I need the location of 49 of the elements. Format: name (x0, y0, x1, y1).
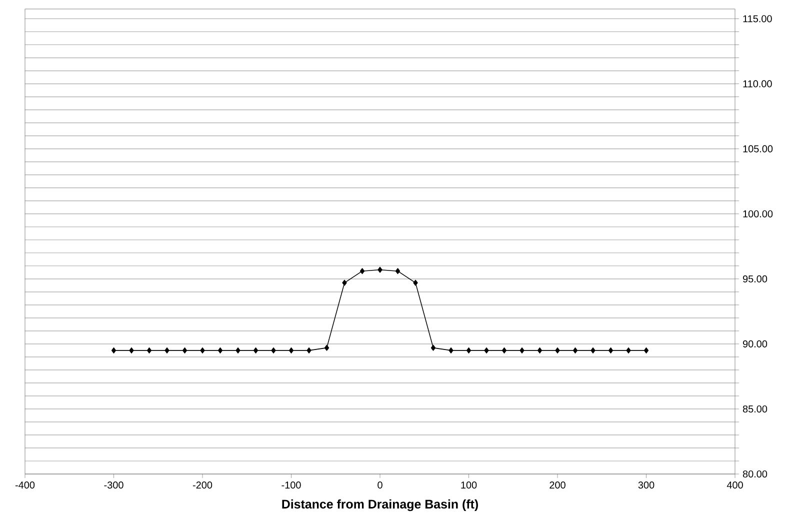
point (590, 347, 596, 354)
x-tick-label: 0 (378, 482, 382, 489)
point (164, 347, 170, 354)
point (360, 268, 365, 274)
x-tick-label: 400 (726, 482, 743, 489)
point (502, 347, 507, 354)
point (466, 347, 472, 354)
point (218, 347, 223, 354)
point (430, 344, 436, 351)
x-tick-label: 300 (638, 482, 654, 489)
y-tick-label: 90.00 (742, 340, 768, 348)
point (200, 347, 205, 354)
point (288, 347, 294, 354)
x-tick-label: 200 (550, 482, 566, 489)
point (572, 347, 578, 354)
y-tick-label: 100.00 (743, 210, 773, 218)
x-tick-label: -200 (192, 482, 212, 489)
point (413, 280, 418, 286)
point (608, 347, 614, 354)
point (555, 347, 560, 354)
point (395, 268, 400, 274)
x-axis-title: Distance from Drainage Basin (ft) (282, 499, 478, 512)
x-tick-label: -300 (104, 482, 124, 489)
x-tick-label: 100 (461, 482, 477, 489)
point (253, 347, 258, 354)
x-tick-label: -400 (15, 482, 35, 489)
y-tick-label: 115.00 (743, 15, 772, 22)
point (378, 266, 382, 273)
y-tick-label: 105.00 (743, 145, 773, 152)
point (484, 347, 489, 354)
y-tick-label: 80.00 (742, 470, 768, 478)
point (271, 347, 276, 354)
point (448, 347, 454, 354)
y-tick-label: 110.00 (743, 80, 772, 88)
y-tick-label: 95.00 (742, 275, 768, 282)
y-tick-label: 85.00 (742, 405, 768, 412)
point (537, 347, 542, 354)
point (129, 347, 134, 354)
point (306, 347, 312, 354)
x-tick-label: -100 (282, 482, 301, 489)
point (236, 347, 240, 354)
point (342, 280, 347, 286)
point (626, 347, 631, 354)
point (111, 347, 116, 354)
point (182, 347, 188, 354)
point (324, 344, 330, 351)
point (146, 347, 152, 354)
point (520, 347, 524, 354)
point (644, 347, 649, 354)
